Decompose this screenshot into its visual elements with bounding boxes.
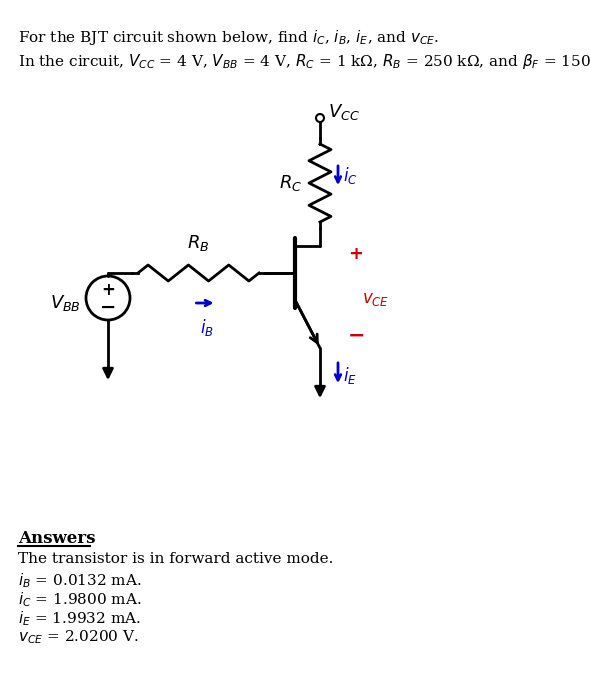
Text: −: − (348, 326, 365, 346)
Text: $v_{CE}$ = 2.0200 V.: $v_{CE}$ = 2.0200 V. (18, 628, 139, 645)
Text: −: − (100, 298, 116, 316)
Text: $V_{BB}$: $V_{BB}$ (50, 293, 81, 313)
Text: Answers: Answers (18, 530, 96, 547)
Text: $i_E$: $i_E$ (343, 365, 357, 386)
Text: $i_C$ = 1.9800 mA.: $i_C$ = 1.9800 mA. (18, 590, 142, 609)
Text: $v_{CE}$: $v_{CE}$ (362, 290, 389, 307)
Text: The transistor is in forward active mode.: The transistor is in forward active mode… (18, 552, 333, 566)
Text: $i_B$ = 0.0132 mA.: $i_B$ = 0.0132 mA. (18, 571, 142, 589)
Text: In the circuit, $V_{CC}$ = 4 V, $V_{BB}$ = 4 V, $R_C$ = 1 kΩ, $R_B$ = 250 kΩ, an: In the circuit, $V_{CC}$ = 4 V, $V_{BB}$… (18, 52, 590, 71)
Text: $R_B$: $R_B$ (187, 233, 209, 253)
Text: $V_{CC}$: $V_{CC}$ (328, 102, 360, 122)
Text: $i_B$: $i_B$ (199, 317, 214, 338)
Text: $i_E$ = 1.9932 mA.: $i_E$ = 1.9932 mA. (18, 609, 141, 628)
Text: $R_C$: $R_C$ (278, 173, 302, 193)
Text: $i_C$: $i_C$ (343, 165, 358, 186)
Text: +: + (348, 245, 363, 263)
Text: For the BJT circuit shown below, find $i_C$, $i_B$, $i_E$, and $v_{CE}$.: For the BJT circuit shown below, find $i… (18, 28, 440, 47)
Text: +: + (101, 281, 115, 299)
